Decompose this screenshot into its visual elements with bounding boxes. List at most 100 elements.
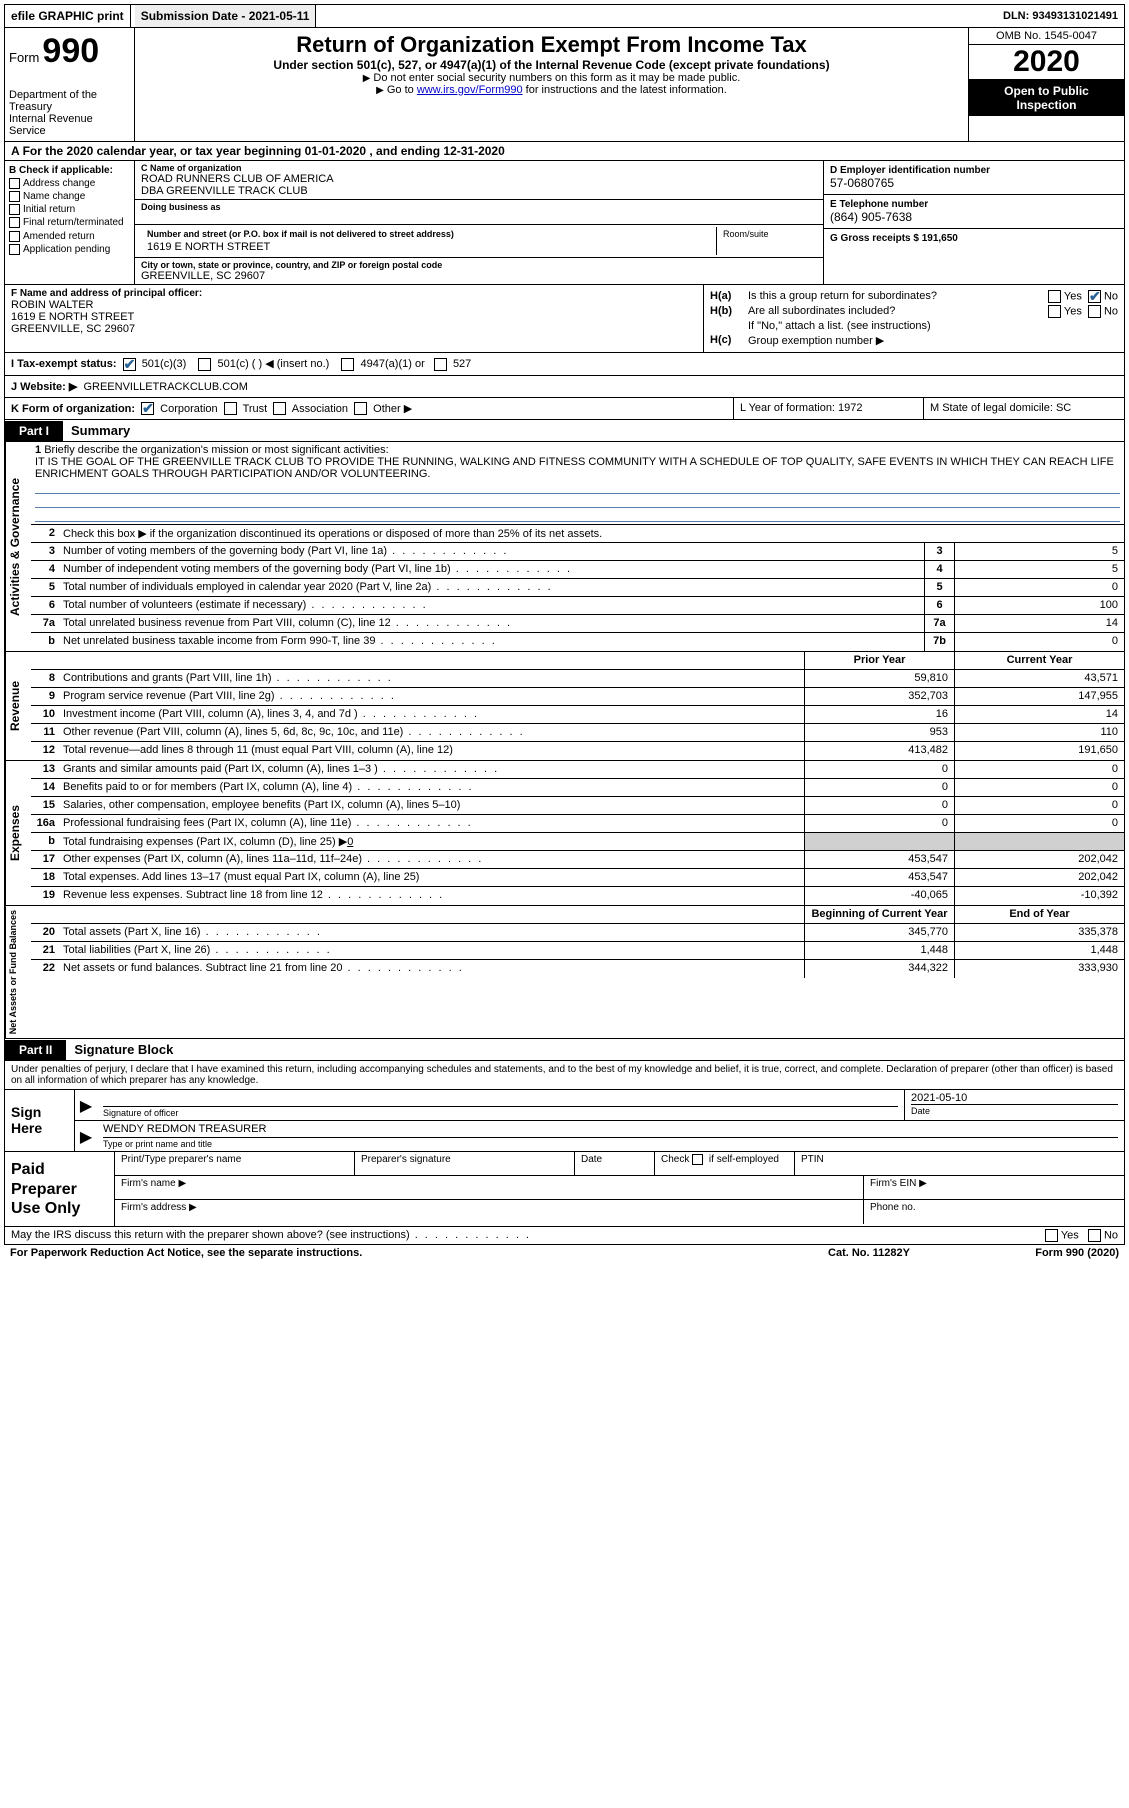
org-name-label: C Name of organization [141,163,817,173]
line3-val: 5 [954,543,1124,560]
line5-val: 0 [954,579,1124,596]
line9-prior: 352,703 [804,688,954,705]
officer-city: GREENVILLE, SC 29607 [11,323,697,335]
cb-address-change[interactable] [9,178,20,189]
line22-eoy: 333,930 [954,960,1124,978]
discuss-no[interactable] [1088,1229,1101,1242]
line21-boy: 1,448 [804,942,954,959]
line11-prior: 953 [804,724,954,741]
cb-app-pending[interactable] [9,244,20,255]
line14-curr: 0 [954,779,1124,796]
sig-declaration: Under penalties of perjury, I declare th… [5,1061,1124,1090]
vtab-netassets: Net Assets or Fund Balances [5,906,31,1038]
chk-corp[interactable] [141,402,154,415]
firm-phone-label: Phone no. [864,1200,1124,1224]
phone-value: (864) 905-7638 [830,210,1118,224]
form-header: Form 990 Department of the Treasury Inte… [4,28,1125,142]
line8-prior: 59,810 [804,670,954,687]
sig-arrow-1: ▶ [75,1090,97,1120]
top-bar: efile GRAPHIC print Submission Date - 20… [4,4,1125,28]
entity-block: B Check if applicable: Address change Na… [4,161,1125,285]
ha-yes[interactable] [1048,290,1061,303]
box-c: C Name of organization ROAD RUNNERS CLUB… [135,161,824,284]
line22-boy: 344,322 [804,960,954,978]
line20-eoy: 335,378 [954,924,1124,941]
box-f: F Name and address of principal officer:… [5,285,704,352]
sig-officer-label: Signature of officer [103,1106,898,1118]
city-label: City or town, state or province, country… [141,260,817,270]
cb-name-change[interactable] [9,191,20,202]
hb-yes[interactable] [1048,305,1061,318]
line12-prior: 413,482 [804,742,954,760]
street-value: 1619 E NORTH STREET [141,241,716,255]
sig-arrow-2: ▶ [75,1121,97,1151]
phone-label: E Telephone number [830,199,1118,210]
cb-amended[interactable] [9,231,20,242]
chk-527[interactable] [434,358,447,371]
discuss-yes[interactable] [1045,1229,1058,1242]
part2-title: Signature Block [66,1039,181,1060]
officer-name: ROBIN WALTER [11,299,697,311]
line11-curr: 110 [954,724,1124,741]
box-b: B Check if applicable: Address change Na… [5,161,135,284]
prep-sig-label: Preparer's signature [355,1152,575,1175]
paid-preparer-block: Paid Preparer Use Only Print/Type prepar… [4,1152,1125,1227]
chk-501c3[interactable] [123,358,136,371]
sig-name-title: WENDY REDMON TREASURER [103,1123,1118,1137]
header-left: Form 990 Department of the Treasury Inte… [5,28,135,141]
line13-prior: 0 [804,761,954,778]
state-domicile: M State of legal domicile: SC [924,398,1124,420]
part2-header: Part II Signature Block [4,1039,1125,1061]
line4-val: 5 [954,561,1124,578]
ein-value: 57-0680765 [830,176,1118,190]
form-subtitle: Under section 501(c), 527, or 4947(a)(1)… [139,58,964,72]
ha-no[interactable] [1088,290,1101,303]
open-public: Open to PublicInspection [969,80,1124,116]
hb-no[interactable] [1088,305,1101,318]
prep-date-label: Date [575,1152,655,1175]
discuss-row: May the IRS discuss this return with the… [4,1227,1125,1245]
row-klm: K Form of organization: Corporation Trus… [4,398,1125,421]
chk-other[interactable] [354,402,367,415]
ein-label: D Employer identification number [830,165,1118,176]
chk-self-employed[interactable] [692,1154,703,1165]
line16b-curr-grey [954,833,1124,850]
vtab-revenue: Revenue [5,652,31,760]
ptin-label: PTIN [795,1152,1124,1175]
chk-4947[interactable] [341,358,354,371]
period-row: A For the 2020 calendar year, or tax yea… [4,142,1125,161]
cb-initial-return[interactable] [9,204,20,215]
line15-curr: 0 [954,797,1124,814]
part1-tab: Part I [5,421,63,441]
omb-number: OMB No. 1545-0047 [969,28,1124,45]
irs-link[interactable]: www.irs.gov/Form990 [417,84,523,96]
line10-prior: 16 [804,706,954,723]
form-title: Return of Organization Exempt From Incom… [139,32,964,58]
activities-section: Activities & Governance 1 Briefly descri… [4,442,1125,652]
boxes-deg: D Employer identification number 57-0680… [824,161,1124,284]
website-value: GREENVILLETRACKCLUB.COM [83,381,247,393]
chk-trust[interactable] [224,402,237,415]
gross-label: G Gross receipts $ 191,650 [830,233,1118,244]
chk-assoc[interactable] [273,402,286,415]
officer-street: 1619 E NORTH STREET [11,311,697,323]
sig-type-label: Type or print name and title [103,1137,1118,1149]
prep-self-emp: Check if self-employed [655,1152,795,1175]
cb-final-return[interactable] [9,217,20,228]
dept-line-2: Internal Revenue Service [9,113,130,137]
paperwork-notice: For Paperwork Reduction Act Notice, see … [10,1247,779,1259]
mission-text: IT IS THE GOAL OF THE GREENVILLE TRACK C… [35,456,1114,480]
dba-label: Doing business as [141,202,817,212]
firm-ein-label: Firm's EIN ▶ [864,1176,1124,1199]
submission-date-button[interactable]: Submission Date - 2021-05-11 [135,5,317,27]
part1-header: Part I Summary [4,420,1125,442]
line10-curr: 14 [954,706,1124,723]
form-label: Form [9,50,39,65]
room-label: Room/suite [717,227,817,255]
line21-eoy: 1,448 [954,942,1124,959]
chk-501c[interactable] [198,358,211,371]
line13-curr: 0 [954,761,1124,778]
paid-left-label: Paid Preparer Use Only [5,1152,115,1226]
header-mid: Return of Organization Exempt From Incom… [135,28,969,141]
top-spacer [320,5,993,27]
